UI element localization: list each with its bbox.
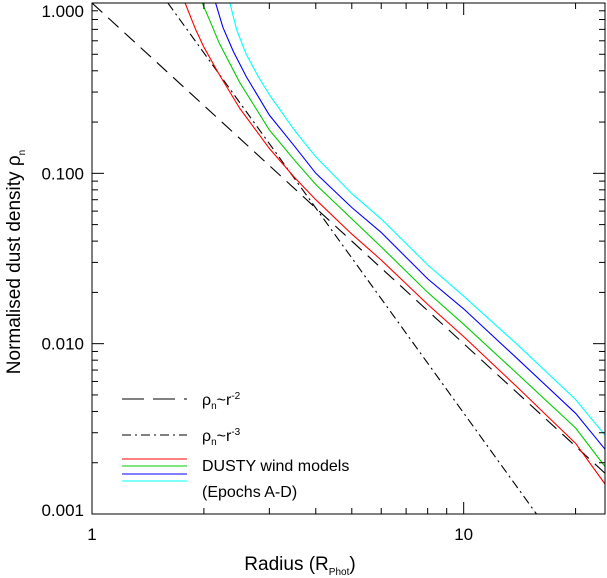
legend-label: ρn~r-3 — [202, 427, 241, 448]
x-tick-label: 10 — [454, 525, 473, 544]
x-axis-title-end: ) — [349, 554, 355, 575]
x-axis-title-main: Radius (R — [244, 554, 328, 575]
y-tick-label: 1.000 — [41, 2, 84, 21]
y-axis-title: Normalised dust density ρn — [4, 150, 28, 374]
legend-label: (Epochs A-D) — [202, 484, 297, 501]
legend-label: ρn~r-2 — [202, 391, 241, 412]
y-tick-label: 0.010 — [41, 335, 84, 354]
series-line-r2 — [92, 3, 605, 474]
x-axis-title-sub: Phot — [329, 567, 350, 578]
ticks-layer: 1 10 0.001 0.010 0.100 1.000 — [41, 2, 605, 544]
y-tick-label: 0.100 — [41, 164, 84, 183]
x-axis-title: Radius (RPhot) — [244, 554, 355, 578]
x-tick-label: 1 — [87, 525, 96, 544]
series-line-epochD — [229, 3, 605, 436]
series-line-epochB — [201, 3, 605, 467]
legend: ρn~r-2 ρn~r-3 DUSTY wind models (Epochs A-D… — [122, 391, 349, 501]
plot-frame — [91, 2, 606, 515]
y-tick-label: 0.001 — [41, 501, 84, 520]
y-axis-title-sub: n — [17, 150, 28, 156]
legend-label: DUSTY wind models — [202, 458, 349, 475]
series-line-epochC — [215, 3, 605, 450]
series-line-epochA — [184, 3, 605, 485]
series-layer — [92, 3, 605, 514]
y-axis-title-main: Normalised dust density ρ — [4, 155, 25, 374]
